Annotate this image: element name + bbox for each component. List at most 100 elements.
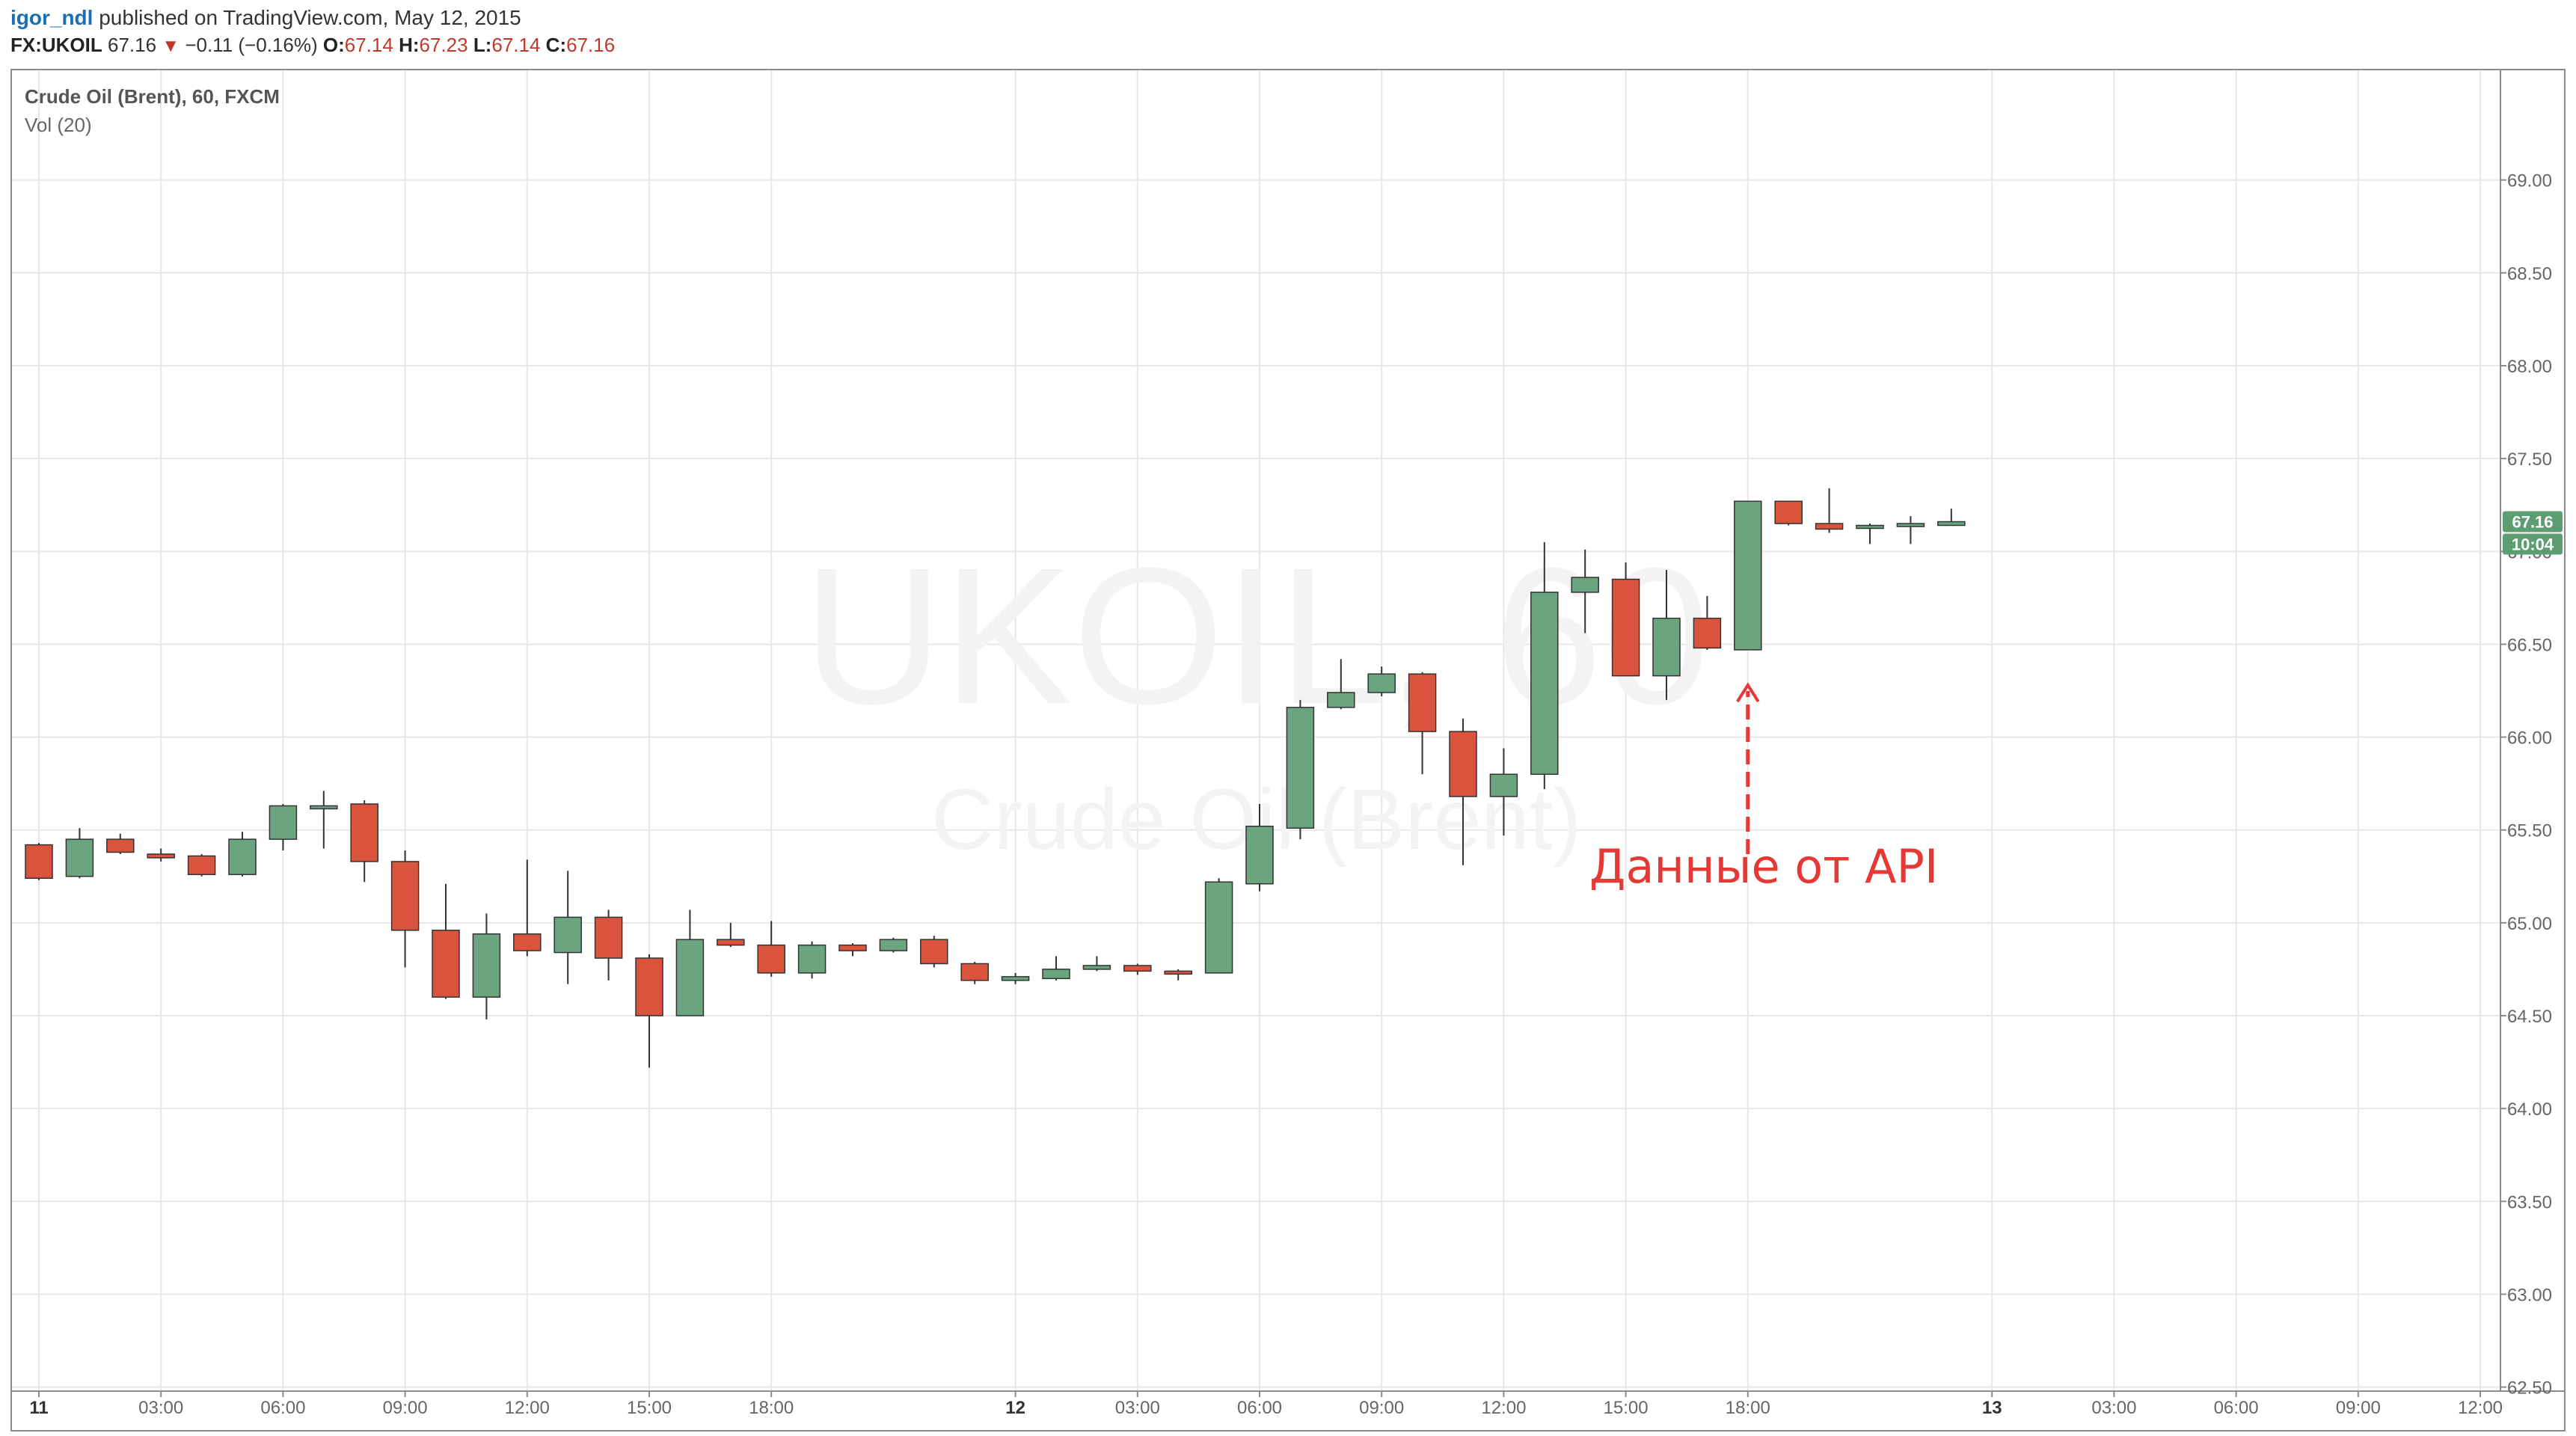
candle-body-down — [594, 916, 623, 959]
y-tick-label: 62.50 — [2507, 1378, 2552, 1399]
high-label: H: — [399, 34, 420, 56]
candle-body-up — [1896, 523, 1925, 527]
candle-body-down — [187, 855, 216, 876]
y-tick-label: 63.00 — [2507, 1285, 2552, 1305]
candle-body-up — [1367, 673, 1396, 693]
chart-legend-title: Crude Oil (Brent), 60, FXCM — [25, 85, 280, 108]
price-change: −0.11 (−0.16%) — [185, 34, 318, 56]
high-value: 67.23 — [419, 34, 468, 56]
y-tick-label: 67.50 — [2507, 449, 2552, 470]
candle-body-up — [797, 944, 827, 974]
annotation-layer: Данные от API — [1589, 682, 1938, 894]
x-tick-label: 03:00 — [138, 1398, 183, 1418]
x-tick-label: 18:00 — [1726, 1398, 1770, 1418]
axis-layer: 62.50 63.00 63.50 64.00 64.50 65.00 65.50 66.00… — [12, 70, 2564, 1418]
countdown-badge — [2503, 533, 2563, 555]
candle-body-up — [1937, 521, 1966, 527]
candle-body-down — [757, 944, 785, 974]
candle-body-down — [1123, 965, 1152, 972]
annotation-arrowhead — [1736, 682, 1760, 703]
open-value: 67.14 — [344, 34, 393, 56]
publish-line: igor_ndl published on TradingView.com, M… — [10, 4, 615, 31]
x-tick-label: 09:00 — [383, 1398, 428, 1418]
down-arrow-icon: ▼ — [162, 36, 180, 56]
candle-body-up — [1204, 881, 1233, 974]
price-badge: 67.16 10:04 — [2503, 511, 2563, 555]
candle-body-down — [1693, 617, 1722, 649]
candle-body-up — [228, 838, 257, 876]
y-tick-label: 64.50 — [2507, 1007, 2552, 1027]
candle-body-down — [1774, 500, 1803, 524]
x-tick-label: 18:00 — [749, 1398, 794, 1418]
candle-body-up — [65, 838, 94, 877]
countdown-badge-text: 10:04 — [2512, 536, 2554, 554]
candle-body-up — [1489, 773, 1518, 797]
x-tick-label: 06:00 — [1237, 1398, 1282, 1418]
candle-body-down — [25, 844, 53, 880]
x-tick-label: 11 — [29, 1398, 48, 1418]
close-label: C: — [545, 34, 567, 56]
candle-body-down — [717, 939, 745, 946]
x-tick-label: 12:00 — [505, 1398, 550, 1418]
open-label: O: — [322, 34, 345, 56]
candle-body-down — [1611, 578, 1640, 677]
candle-body-down — [350, 803, 378, 862]
candle-body-down — [513, 933, 542, 951]
published-text: published on TradingView.com, May 12, 20… — [99, 6, 521, 29]
y-tick-label: 65.50 — [2507, 821, 2552, 841]
candle-body-up — [1856, 524, 1884, 530]
x-tick-label: 15:00 — [627, 1398, 672, 1418]
candle-body-down — [635, 957, 663, 1016]
candle-body-up — [1327, 692, 1355, 708]
candle-body-down — [1815, 523, 1844, 530]
candle-body-down — [1408, 673, 1437, 732]
candle-body-up — [472, 933, 501, 998]
symbol-label: FX:UKOIL — [10, 34, 102, 56]
candle-body-down — [1164, 970, 1192, 975]
chart-frame — [10, 69, 2566, 1432]
candle-body-down — [432, 930, 460, 998]
candle-body-down — [838, 944, 867, 951]
author-link[interactable]: igor_ndl — [10, 6, 93, 29]
candle-body-down — [960, 963, 989, 981]
candle-body-up — [879, 939, 908, 951]
x-tick-label: 06:00 — [260, 1398, 305, 1418]
y-tick-label: 66.50 — [2507, 635, 2552, 655]
x-tick-label: 12:00 — [2458, 1398, 2503, 1418]
watermark-symbol: UKOIL, 60 — [803, 528, 1711, 745]
close-value: 67.16 — [566, 34, 616, 56]
legend: Crude Oil (Brent), 60, FXCM Vol (20) — [25, 85, 280, 136]
x-tick-label: 03:00 — [1115, 1398, 1160, 1418]
y-tick-label: 64.00 — [2507, 1099, 2552, 1120]
y-tick-label: 66.00 — [2507, 728, 2552, 749]
x-tick-label: 13 — [1982, 1398, 2002, 1418]
candle-layer — [25, 488, 1966, 1068]
low-label: L: — [473, 34, 492, 56]
last-price-badge — [2503, 511, 2563, 533]
publish-header: igor_ndl published on TradingView.com, M… — [10, 4, 615, 60]
x-tick-label: 12 — [1005, 1398, 1025, 1418]
candle-body-up — [1652, 617, 1681, 677]
y-tick-label: 65.00 — [2507, 914, 2552, 934]
last-price-badge-text: 67.16 — [2512, 513, 2553, 532]
x-tick-label: 12:00 — [1481, 1398, 1526, 1418]
candle-body-down — [920, 939, 948, 965]
candle-body-up — [675, 939, 705, 1016]
candle-body-up — [553, 916, 582, 954]
candle-body-up — [1245, 825, 1274, 885]
x-tick-label: 09:00 — [2336, 1398, 2381, 1418]
candle-body-down — [106, 838, 135, 853]
candle-body-up — [1001, 976, 1030, 981]
volume-indicator-label: Vol (20) — [25, 114, 92, 136]
watermark: UKOIL, 60 Crude Oil (Brent) — [803, 528, 1711, 868]
candle-body-up — [310, 805, 338, 810]
low-value: 67.14 — [491, 34, 541, 56]
candle-body-up — [1734, 500, 1762, 651]
last-price: 67.16 — [108, 34, 157, 56]
candle-body-down — [147, 853, 175, 859]
candle-body-down — [1449, 731, 1477, 797]
x-tick-label: 06:00 — [2214, 1398, 2259, 1418]
annotation-text: Данные от API — [1589, 839, 1938, 894]
y-tick-label: 68.00 — [2507, 357, 2552, 377]
